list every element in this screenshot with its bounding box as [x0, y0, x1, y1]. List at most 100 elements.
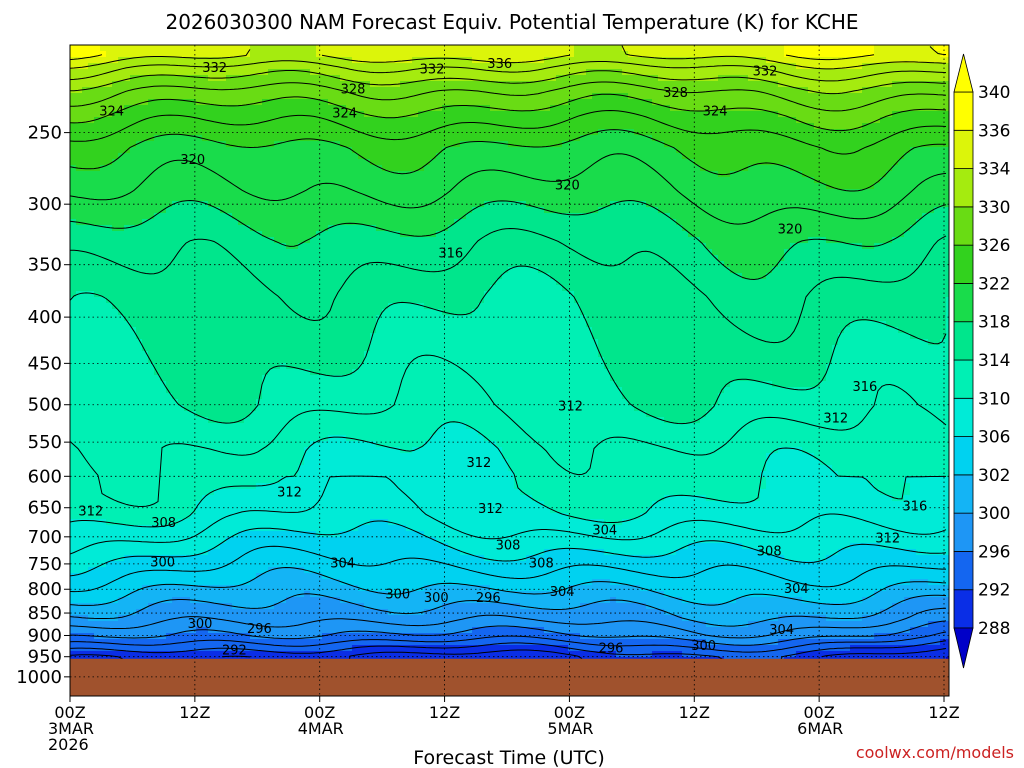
- y-tick-label: 250: [28, 123, 62, 144]
- contour-line: [70, 109, 947, 155]
- y-tick-label: 550: [28, 432, 62, 453]
- contour-label: 308: [496, 539, 521, 554]
- contour-label: 300: [691, 639, 716, 654]
- credit-text: coolwx.com/models: [856, 743, 1014, 762]
- colorbar-swatch: [953, 589, 974, 629]
- contour-line: [70, 45, 947, 70]
- contour-label: 324: [332, 106, 357, 121]
- colorbar-label: 340: [978, 83, 1010, 103]
- x-tick-label: 4MAR: [298, 719, 344, 738]
- contour-label: 328: [663, 86, 688, 101]
- contour-line: [70, 520, 947, 577]
- contour-label: 324: [703, 105, 728, 120]
- contour-label: 312: [478, 502, 503, 517]
- colorbar-label: 318: [978, 313, 1010, 333]
- contour-labels: 336 332 332 332 328 328 324 324 324 320 320 320 316 3…: [78, 57, 927, 658]
- colorbar-swatch: [953, 129, 974, 169]
- y-tick-label: 350: [28, 255, 62, 276]
- contour-label: 308: [757, 545, 782, 560]
- contour-label: 300: [150, 555, 175, 570]
- colorbar-swatch: [953, 359, 974, 399]
- contour-label: 312: [558, 399, 583, 414]
- contour-line: [70, 593, 947, 627]
- x-tick-label: 00Z: [304, 703, 335, 722]
- contour-line: [70, 545, 946, 593]
- colorbar: 288 292 296 300 302 306 310 314 318 322 326 330 334 3…: [953, 53, 1010, 669]
- contour-label: 312: [277, 485, 302, 500]
- colorbar-swatch: [953, 244, 974, 284]
- contour-label: 300: [188, 617, 213, 632]
- contour-line: [70, 607, 947, 639]
- y-tick-label: 800: [28, 579, 62, 600]
- contour-line: [70, 199, 947, 281]
- x-tick-label: 6MAR: [797, 719, 843, 738]
- colorbar-swatch: [953, 206, 974, 246]
- x-tick-label: 12Z: [679, 703, 710, 722]
- contour-line: [70, 631, 947, 653]
- contour-label: 292: [222, 643, 247, 658]
- contour-line: [70, 475, 947, 555]
- contour-label: 316: [902, 500, 927, 515]
- x-tick-label: 12Z: [179, 703, 210, 722]
- colorbar-label: 322: [978, 274, 1010, 294]
- contour-line: [70, 81, 947, 112]
- grid-lines: [70, 45, 949, 696]
- colorbar-swatch: [953, 168, 974, 208]
- x-tick-label: 00Z: [554, 703, 585, 722]
- contour-lines: [70, 45, 947, 687]
- colorbar-label: 288: [978, 619, 1010, 639]
- contour-label: 312: [823, 412, 848, 427]
- contour-label: 332: [202, 61, 227, 76]
- contour-label: 300: [424, 591, 449, 606]
- colorbar-label: 334: [978, 160, 1010, 180]
- x-tick-label: 12Z: [928, 703, 959, 722]
- y-tick-label: 950: [28, 647, 62, 668]
- colorbar-label: 302: [978, 466, 1010, 486]
- colorbar-swatch: [953, 551, 974, 591]
- colorbar-swatch: [953, 397, 974, 437]
- contour-label: 312: [78, 504, 103, 519]
- x-tick-label: 12Z: [429, 703, 460, 722]
- contour-label: 320: [555, 178, 580, 193]
- x-tick-label: 5MAR: [547, 719, 593, 738]
- contour-label: 300: [385, 588, 410, 603]
- chart-title: 2026030300 NAM Forecast Equiv. Potential…: [165, 10, 858, 34]
- contour-label: 332: [753, 65, 778, 80]
- contour-line: [70, 60, 947, 82]
- contour-label: 312: [875, 531, 900, 546]
- colorbar-label: 296: [978, 542, 1010, 562]
- contour-line: [70, 640, 947, 673]
- colorbar-swatch: [953, 283, 974, 323]
- contour-label: 308: [151, 516, 176, 531]
- plot-area: 336 332 332 332 328 328 324 324 324 320 320 320 316 3…: [70, 45, 949, 696]
- contour-line: [70, 620, 947, 646]
- y-tick-label: 750: [28, 554, 62, 575]
- y-tick-label: 450: [28, 353, 62, 374]
- x-tick-label: 2026: [48, 735, 89, 754]
- contour-line: [70, 354, 947, 508]
- contour-label: 308: [529, 556, 554, 571]
- contour-label: 332: [420, 63, 445, 78]
- contour-label: 296: [599, 641, 624, 656]
- contour-label: 336: [487, 57, 512, 72]
- x-tick-label: 00Z: [803, 703, 834, 722]
- contour-label: 304: [769, 623, 794, 638]
- colorbar-label: 336: [978, 121, 1010, 141]
- contour-label: 328: [341, 82, 366, 97]
- y-tick-label: 400: [28, 307, 62, 328]
- contour-line: [70, 153, 947, 225]
- y-axis: 2503003504004505005506006507007508008509…: [16, 123, 70, 688]
- color-bands: [70, 45, 949, 696]
- y-tick-label: 300: [28, 194, 62, 215]
- y-tick-label: 700: [28, 527, 62, 548]
- contour-line: [70, 421, 946, 528]
- contour-label: 316: [438, 246, 463, 261]
- colorbar-swatch: [953, 321, 974, 361]
- y-tick-label: 650: [28, 498, 62, 519]
- contour-line: [70, 265, 947, 425]
- contour-label: 304: [784, 582, 809, 597]
- colorbar-label: 300: [978, 504, 1010, 524]
- contour-line: [70, 70, 947, 95]
